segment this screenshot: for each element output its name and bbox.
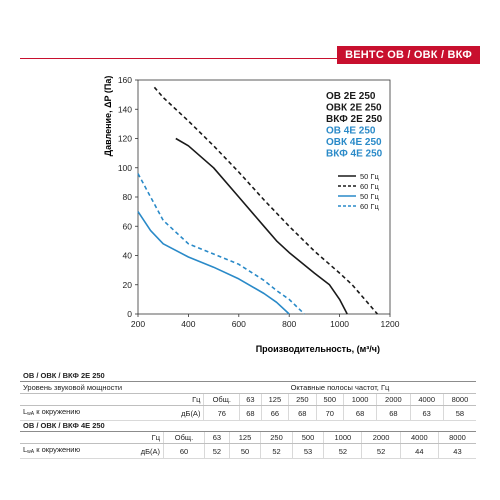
hz-label: Гц (121, 431, 164, 444)
hz-label: Гц (167, 393, 204, 406)
y-tick-label: 60 (123, 221, 133, 231)
legend-line-label: 50 Гц (360, 192, 379, 201)
sound-value: 52 (203, 443, 230, 459)
freq-header: 500 (315, 393, 344, 406)
y-tick-label: 20 (123, 280, 133, 290)
sound-value: 66 (260, 405, 289, 421)
freq-header: Общ. (203, 393, 240, 406)
chart-ticks: 200 400 600 800 1000 1200 0 20 40 60 80 100 120 140 16… (118, 75, 400, 329)
series-badge: ВЕНТС ОВ / ОВК / ВКФ (337, 46, 480, 64)
sound-table-4e: ОВ / ОВК / ВКФ 4Е 250 Гц Общ. 63 125 250 500… (20, 420, 476, 459)
sound-value: 58 (442, 405, 476, 421)
freq-header: 250 (288, 393, 317, 406)
sound-label: Уровень звуковой мощности (20, 381, 168, 394)
x-tick-label: 1200 (381, 319, 400, 329)
x-tick-label: 800 (282, 319, 296, 329)
legend-line-label: 50 Гц (360, 172, 379, 181)
table-title: ОВ / ОВК / ВКФ 2Е 250 (20, 370, 476, 382)
row-unit: дБ(А) (121, 443, 164, 459)
y-tick-label: 140 (118, 104, 132, 114)
y-tick-label: 40 (123, 251, 133, 261)
x-tick-label: 400 (181, 319, 195, 329)
freq-header: Общ. (163, 431, 205, 444)
sound-value: 60 (163, 443, 205, 459)
sound-value: 63 (409, 405, 444, 421)
pressure-flow-chart: 200 400 600 800 1000 1200 0 20 40 60 80 100 120 140 16… (103, 75, 400, 354)
sound-value: 76 (203, 405, 240, 421)
curve-1-solid (175, 137, 348, 315)
chart-curves (137, 86, 379, 315)
freq-header: 500 (291, 431, 324, 444)
sound-value: 43 (437, 443, 476, 459)
freq-header: 125 (228, 431, 261, 444)
sound-table-2e: ОВ / ОВК / ВКФ 2Е 250 Уровень звуковой м… (20, 370, 476, 421)
curve-3-solid (137, 211, 290, 315)
sound-value: 44 (399, 443, 439, 459)
sound-value: 68 (239, 405, 262, 421)
legend-line-label: 60 Гц (360, 182, 379, 191)
freq-header: 63 (203, 431, 230, 444)
legend-model: ОВК 4Е 250 (326, 137, 382, 148)
sound-value: 68 (376, 405, 411, 421)
header-divider (20, 58, 480, 59)
octave-label: Октавные полосы частот, Гц (203, 381, 476, 394)
curve-2-dashed (153, 86, 379, 315)
x-tick-label: 1000 (330, 319, 349, 329)
freq-header: 2000 (361, 431, 401, 444)
legend-model: ОВ 2Е 250 (326, 91, 376, 102)
y-tick-label: 120 (118, 134, 132, 144)
sound-value: 52 (323, 443, 362, 459)
freq-header: 8000 (442, 393, 476, 406)
freq-header: 8000 (437, 431, 476, 444)
row-label: LwA к окружению (20, 405, 168, 421)
x-axis-label: Производительность, (м³/ч) (256, 344, 380, 354)
freq-header: 2000 (376, 393, 411, 406)
y-tick-label: 80 (123, 192, 133, 202)
freq-header: 1000 (342, 393, 377, 406)
legend-model: ВКФ 4Е 250 (326, 149, 383, 160)
y-tick-label: 100 (118, 163, 132, 173)
freq-header: 4000 (409, 393, 444, 406)
table-title: ОВ / ОВК / ВКФ 4Е 250 (20, 420, 476, 432)
legend-model: ОВК 2Е 250 (326, 103, 382, 114)
legend-model: ОВ 4Е 250 (326, 126, 376, 137)
row-unit: дБ(А) (167, 405, 204, 421)
sound-value: 70 (315, 405, 344, 421)
y-tick-label: 0 (127, 309, 132, 319)
freq-header: 1000 (323, 431, 362, 444)
sound-value: 52 (260, 443, 293, 459)
sound-value: 68 (342, 405, 377, 421)
sound-value: 50 (228, 443, 261, 459)
freq-header: 125 (260, 393, 289, 406)
x-tick-label: 600 (232, 319, 246, 329)
freq-header: 4000 (399, 431, 439, 444)
curve-4-dashed (137, 173, 305, 315)
freq-header: 63 (239, 393, 262, 406)
y-tick-label: 160 (118, 75, 132, 85)
sound-value: 52 (361, 443, 401, 459)
row-label: LwA к окружению (20, 443, 122, 459)
x-tick-label: 200 (131, 319, 145, 329)
freq-header: 250 (260, 431, 293, 444)
y-axis-label: Давление, ΔP (Па) (103, 76, 113, 157)
sound-value: 68 (288, 405, 317, 421)
legend-model: ВКФ 2Е 250 (326, 114, 383, 125)
sound-value: 53 (291, 443, 324, 459)
legend-line-label: 60 Гц (360, 202, 379, 211)
